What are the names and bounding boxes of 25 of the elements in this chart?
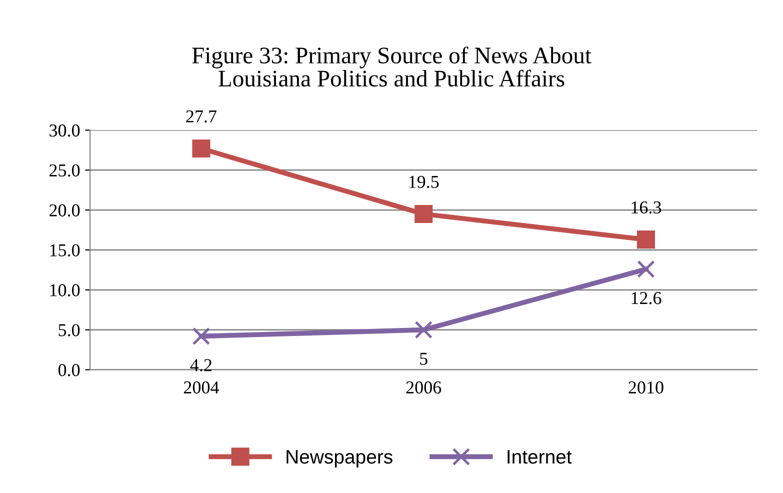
point — [637, 260, 655, 278]
x-tick-label: 2010 — [628, 381, 664, 394]
point — [192, 327, 210, 346]
data-label: 27.7 — [186, 110, 217, 123]
y-tick-label: 15.0 — [50, 244, 80, 256]
y-tick-label: 25.0 — [50, 164, 80, 177]
point — [414, 320, 432, 339]
x-tick-label: 2004 — [184, 381, 220, 394]
x-tick-label: 2006 — [406, 381, 442, 394]
legend-label: Newspapers — [286, 450, 392, 468]
y-tick-label: 10.0 — [50, 284, 80, 296]
y-tick-label: 5.0 — [58, 324, 80, 336]
data-label: 16.3 — [632, 201, 662, 214]
legend-label: Internet — [508, 450, 572, 464]
data-label: 19.5 — [409, 176, 439, 188]
data-label: 5 — [420, 352, 428, 365]
y-tick-label: 30.0 — [50, 124, 80, 137]
y-tick-label: 20.0 — [50, 204, 80, 217]
chart-title: Figure 33: Primary Source of News About Louisiana Politics and Public Affairs — [192, 46, 592, 87]
data-label: 4.2 — [190, 359, 212, 372]
data-label: 12.6 — [632, 292, 662, 304]
point — [414, 204, 433, 224]
point — [636, 230, 656, 249]
y-tick-label: 0.0 — [58, 364, 80, 376]
point — [192, 139, 210, 158]
